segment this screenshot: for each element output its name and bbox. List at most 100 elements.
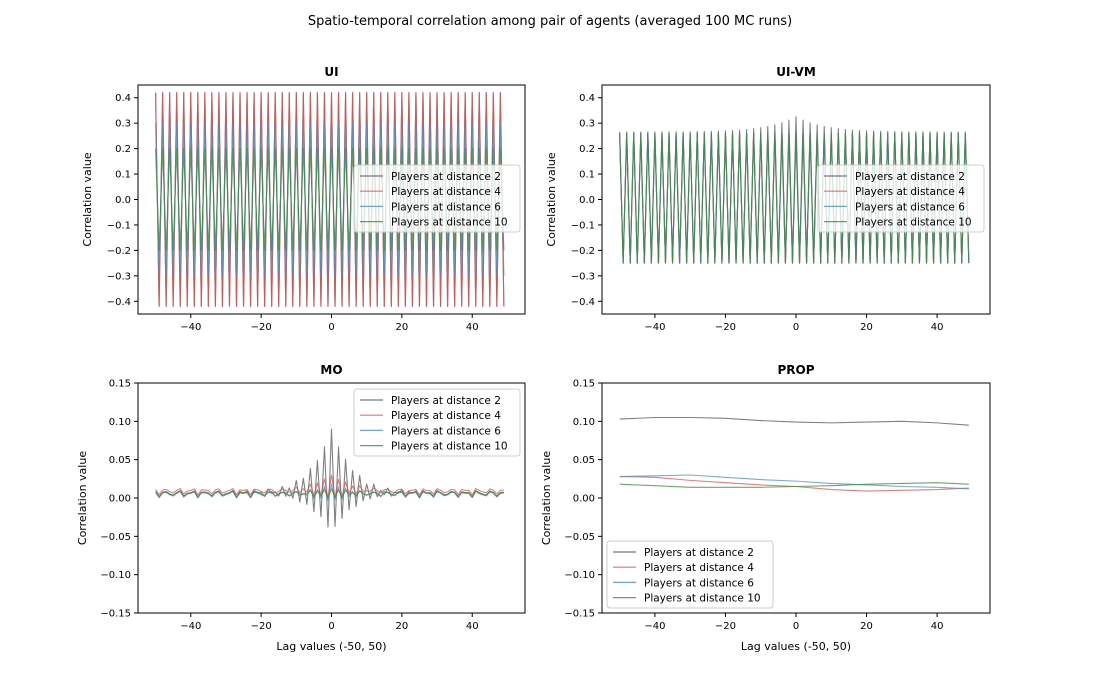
y-tick-label: −0.10 [100, 570, 131, 581]
legend-label: Players at distance 6 [391, 425, 501, 437]
x-tick-label: −40 [644, 621, 665, 632]
y-tick-label: −0.10 [564, 570, 595, 581]
x-tick-label: −20 [251, 322, 272, 333]
y-tick-label: 0.10 [573, 417, 595, 428]
y-tick-label: −0.2 [571, 246, 595, 257]
x-tick-label: −20 [715, 322, 736, 333]
y-tick-label: 0.05 [573, 455, 595, 466]
y-tick-label: 0.0 [579, 195, 595, 206]
x-tick-label: 20 [860, 621, 873, 632]
y-tick-label: −0.3 [571, 271, 595, 282]
y-tick-label: 0.00 [573, 494, 595, 505]
y-tick-label: −0.15 [100, 609, 131, 620]
y-tick-label: −0.1 [107, 220, 131, 231]
y-axis-label: Correlation value [540, 451, 553, 545]
legend-label: Players at distance 10 [855, 217, 972, 229]
legend-label: Players at distance 6 [855, 201, 965, 213]
subplot-ui-vm: UI-VM −40 −20 0 20 40 −0.4 −0.3 −0.2 −0.1 0.0 0.1 0.… [545, 65, 991, 333]
y-axis-label: Correlation value [545, 152, 558, 246]
x-tick-label: 0 [328, 621, 334, 632]
legend: Players at distance 2 Players at distance… [817, 164, 985, 233]
x-tick-label: −20 [715, 621, 736, 632]
legend-label: Players at distance 2 [855, 171, 965, 183]
y-axis-label: Correlation value [81, 152, 94, 246]
y-tick-label: −0.3 [107, 271, 131, 282]
legend-box [606, 540, 774, 609]
x-tick-label: 40 [466, 322, 479, 333]
x-tick-label: 0 [328, 322, 334, 333]
series-line-players-at-distance-4 [619, 475, 969, 492]
x-tick-label: 0 [793, 322, 799, 333]
y-tick-label: 0.2 [115, 144, 131, 155]
y-tick-label: 0.0 [115, 195, 131, 206]
x-tick-label: 40 [931, 621, 944, 632]
legend-label: Players at distance 2 [644, 547, 754, 559]
subplot-title: PROP [777, 363, 814, 377]
x-tick-label: 20 [395, 621, 408, 632]
y-tick-label: 0.3 [115, 119, 131, 130]
x-tick-label: −40 [180, 322, 201, 333]
legend-box [353, 388, 521, 457]
x-tick-label: 20 [860, 322, 873, 333]
legend-label: Players at distance 6 [391, 201, 501, 213]
legend-box [817, 164, 985, 233]
legend-label: Players at distance 2 [391, 171, 501, 183]
y-tick-label: 0.15 [109, 379, 131, 390]
series-group [619, 416, 969, 492]
y-tick-label: 0.3 [579, 119, 595, 130]
legend-label: Players at distance 4 [855, 186, 965, 198]
x-tick-label: 20 [395, 322, 408, 333]
y-tick-label: −0.05 [564, 532, 595, 543]
y-tick-label: 0.4 [579, 93, 595, 104]
y-tick-label: −0.1 [571, 220, 595, 231]
y-tick-label: 0.15 [573, 379, 595, 390]
series-line-players-at-distance-4 [155, 474, 504, 499]
subplot-ui: UI −40 −20 0 20 40 −0.4 −0.3 −0.2 −0.1 0.0 0.1 0.2 0.… [81, 65, 526, 333]
figure-title: Spatio-temporal correlation among pair o… [308, 14, 792, 29]
y-tick-label: 0.05 [109, 455, 131, 466]
subplot-prop: PROP −40 −20 0 20 40 −0.15 −0.10 −0.05 0.00 0.05 0.… [540, 363, 991, 653]
y-tick-label: −0.05 [100, 532, 131, 543]
y-tick-label: 0.4 [115, 93, 131, 104]
y-tick-label: 0.1 [115, 170, 131, 181]
subplot-title: UI [324, 65, 338, 79]
series-line-players-at-distance-10 [619, 482, 969, 488]
series-line-players-at-distance-6 [619, 474, 969, 490]
x-axis-label: Lag values (-50, 50) [276, 640, 386, 653]
legend: Players at distance 2 Players at distance… [606, 540, 774, 609]
subplot-mo: MO −40 −20 0 20 40 −0.15 −0.10 −0.05 0.00 0.05 0.10… [76, 363, 526, 653]
y-tick-label: 0.1 [579, 170, 595, 181]
x-tick-label: 40 [466, 621, 479, 632]
subplot-title: UI-VM [776, 65, 816, 79]
x-tick-label: −40 [180, 621, 201, 632]
x-tick-label: −20 [251, 621, 272, 632]
series-group [155, 428, 504, 528]
legend-label: Players at distance 10 [391, 441, 508, 453]
x-tick-label: 0 [793, 621, 799, 632]
legend: Players at distance 2 Players at distance… [353, 164, 521, 233]
legend-label: Players at distance 6 [644, 577, 754, 589]
legend-label: Players at distance 10 [391, 217, 508, 229]
y-tick-label: −0.4 [107, 297, 131, 308]
x-axis-label: Lag values (-50, 50) [741, 640, 851, 653]
y-tick-label: 0.2 [579, 144, 595, 155]
y-tick-label: −0.15 [564, 609, 595, 620]
y-tick-label: 0.10 [109, 417, 131, 428]
x-tick-label: 40 [931, 322, 944, 333]
legend-label: Players at distance 4 [391, 186, 501, 198]
legend-label: Players at distance 2 [391, 395, 501, 407]
legend-label: Players at distance 4 [391, 410, 501, 422]
y-axis-label: Correlation value [76, 451, 89, 545]
y-tick-label: −0.4 [571, 297, 595, 308]
series-line-players-at-distance-2 [619, 416, 969, 426]
legend-box [353, 164, 521, 233]
legend-label: Players at distance 4 [644, 562, 754, 574]
subplot-title: MO [320, 363, 342, 377]
series-line-players-at-distance-10 [155, 488, 504, 499]
y-tick-label: −0.2 [107, 246, 131, 257]
legend: Players at distance 2 Players at distance… [353, 388, 521, 457]
y-tick-label: 0.00 [109, 494, 131, 505]
legend-label: Players at distance 10 [644, 593, 761, 605]
x-tick-label: −40 [644, 322, 665, 333]
